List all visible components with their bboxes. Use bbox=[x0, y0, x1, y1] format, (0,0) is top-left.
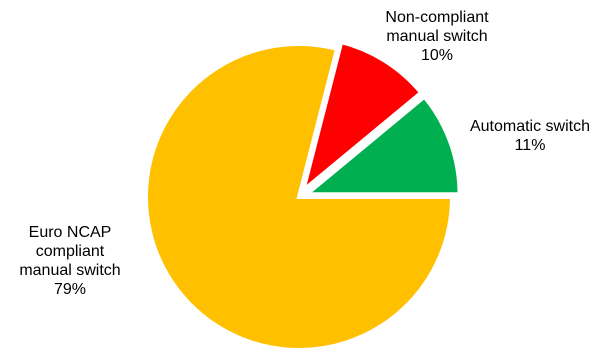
slice-category-label: compliant bbox=[36, 243, 105, 260]
pie-slice-2 bbox=[144, 42, 455, 352]
pie-slices bbox=[144, 39, 462, 352]
slice-value-label: 79% bbox=[54, 281, 86, 298]
slice-value-label: 10% bbox=[421, 47, 453, 64]
slice-category-label: Automatic switch bbox=[470, 118, 590, 135]
slice-label-2: Euro NCAP compliant manual switch 79% bbox=[19, 224, 120, 298]
slice-category-label: manual switch bbox=[386, 28, 487, 45]
slice-category-label: manual switch bbox=[19, 262, 120, 279]
slice-label-1: Non-compliant manual switch 10% bbox=[385, 9, 489, 64]
slice-value-label: 11% bbox=[515, 137, 546, 154]
pie-slice-0 bbox=[300, 93, 462, 197]
slice-category-label: Euro NCAP bbox=[29, 224, 112, 241]
pie-labels: Automatic switch 11% Non-compliant manual s… bbox=[19, 9, 590, 298]
pie-slice-1 bbox=[299, 39, 424, 196]
slice-label-0: Automatic switch 11% bbox=[470, 118, 590, 154]
slice-category-label: Non-compliant bbox=[385, 9, 489, 26]
